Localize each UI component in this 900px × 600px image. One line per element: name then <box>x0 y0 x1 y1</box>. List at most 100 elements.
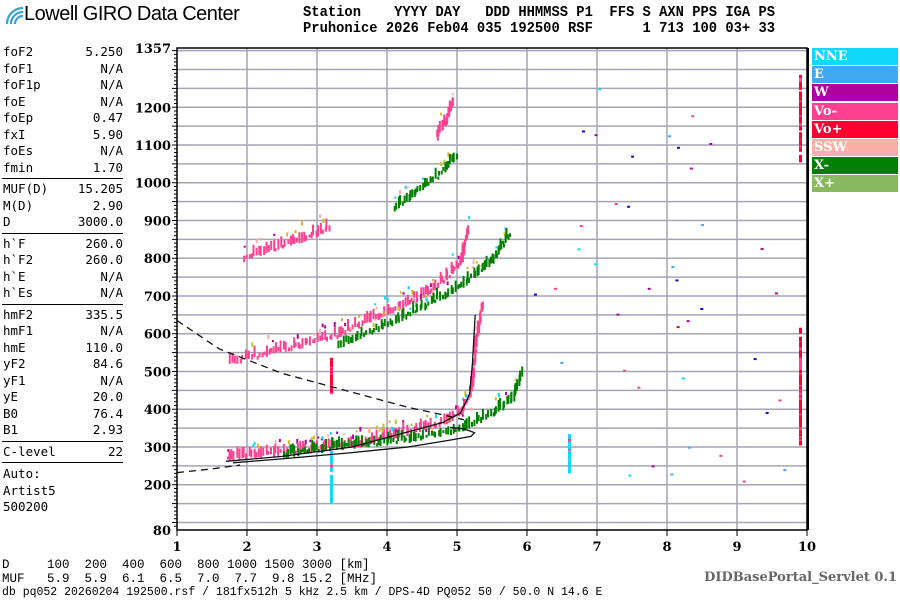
noise-mark <box>614 203 618 206</box>
echo-mark <box>799 421 802 425</box>
echo-column <box>330 357 333 395</box>
echo-mark <box>330 491 333 495</box>
echo-mark <box>490 408 493 417</box>
echo-mark <box>291 443 294 454</box>
echo-mark <box>265 241 268 254</box>
echo-mark <box>320 438 323 441</box>
echo-mark <box>398 300 401 310</box>
echo-mark <box>272 346 275 354</box>
echo-mark <box>330 362 333 366</box>
echo-mark <box>255 451 258 458</box>
noise-mark <box>700 308 704 311</box>
echo-mark <box>325 438 328 451</box>
echo-mark <box>799 365 802 369</box>
echo-mark <box>442 166 445 171</box>
echo-mark <box>477 324 480 329</box>
echo-mark <box>422 183 425 191</box>
noise-mark <box>676 326 680 329</box>
echo-mark <box>514 378 517 381</box>
echo-mark <box>464 391 467 396</box>
echo-mark <box>319 444 322 450</box>
echo-mark <box>349 337 352 343</box>
echo-mark <box>305 235 308 241</box>
echo-mark <box>227 449 230 453</box>
echo-mark <box>315 443 318 450</box>
echo-mark <box>279 340 282 353</box>
echo-mark <box>358 321 361 329</box>
ionogram-plot: 1357120011001000900800700600500400300200… <box>135 42 816 555</box>
param-label: fxI <box>3 126 26 142</box>
echo-mark <box>409 190 412 201</box>
echo-mark <box>424 419 427 428</box>
echo-mark <box>330 482 333 486</box>
echo-mark <box>290 345 293 352</box>
echo-mark <box>447 106 450 118</box>
echo-mark <box>402 308 405 319</box>
echo-mark <box>568 435 571 439</box>
echo-trace <box>337 227 511 349</box>
echo-mark <box>462 276 465 288</box>
echo-mark <box>470 381 473 392</box>
echo-mark <box>481 262 484 271</box>
echo-mark <box>294 342 297 347</box>
echo-mark <box>799 419 802 423</box>
echo-column <box>330 450 333 504</box>
param-label: foEs <box>3 143 34 158</box>
echo-mark <box>421 429 424 440</box>
echo-mark <box>379 434 382 447</box>
echo-mark <box>799 362 802 366</box>
echo-mark <box>479 315 482 321</box>
noise-mark <box>719 454 723 457</box>
echo-mark <box>279 448 282 453</box>
echo-mark <box>446 269 449 281</box>
echo-mark <box>471 421 474 427</box>
echo-mark <box>451 410 454 421</box>
echo-mark <box>282 340 285 350</box>
y-tick-label: 1100 <box>135 139 171 154</box>
echo-mark <box>399 195 402 205</box>
echo-mark <box>500 240 503 250</box>
echo-mark <box>568 453 571 457</box>
echo-mark <box>438 421 441 428</box>
echo-mark <box>361 320 364 327</box>
param-value: 0.47 <box>92 110 123 125</box>
echo-mark <box>386 321 389 328</box>
echo-mark <box>799 350 802 354</box>
echo-mark <box>799 338 802 342</box>
echo-mark <box>799 353 802 357</box>
echo-mark <box>799 418 802 422</box>
echo-mark <box>345 335 348 343</box>
echo-mark <box>330 483 333 487</box>
echo-trace <box>243 214 331 263</box>
echo-mark <box>799 442 802 446</box>
divider <box>2 303 123 305</box>
echo-mark <box>236 355 239 364</box>
echo-mark <box>394 429 397 434</box>
echo-mark <box>311 440 314 452</box>
echo-mark <box>568 459 571 463</box>
echo-mark <box>450 429 453 436</box>
echo-mark <box>516 379 519 390</box>
echo-mark <box>368 427 371 433</box>
echo-mark <box>443 159 446 164</box>
echo-mark <box>325 336 328 342</box>
legend-item-x-minusplus: X+ <box>812 175 898 193</box>
echo-mark <box>437 171 440 176</box>
echo-mark <box>474 335 477 348</box>
echo-mark <box>397 315 400 323</box>
echo-mark <box>372 308 375 320</box>
echo-mark <box>568 461 571 465</box>
noise-mark <box>778 399 782 402</box>
noise-mark <box>647 287 651 290</box>
echo-mark <box>477 264 480 276</box>
echo-mark <box>799 97 802 101</box>
param-hf: h`F 260.0 <box>3 236 123 252</box>
echo-mark <box>799 145 802 149</box>
echo-mark <box>451 265 454 275</box>
echo-mark <box>450 285 453 294</box>
param-value: 2.93 <box>92 422 123 437</box>
echo-mark <box>259 245 262 257</box>
echo-mark <box>330 366 333 370</box>
echo-mark <box>331 437 334 449</box>
echo-mark <box>301 448 304 453</box>
